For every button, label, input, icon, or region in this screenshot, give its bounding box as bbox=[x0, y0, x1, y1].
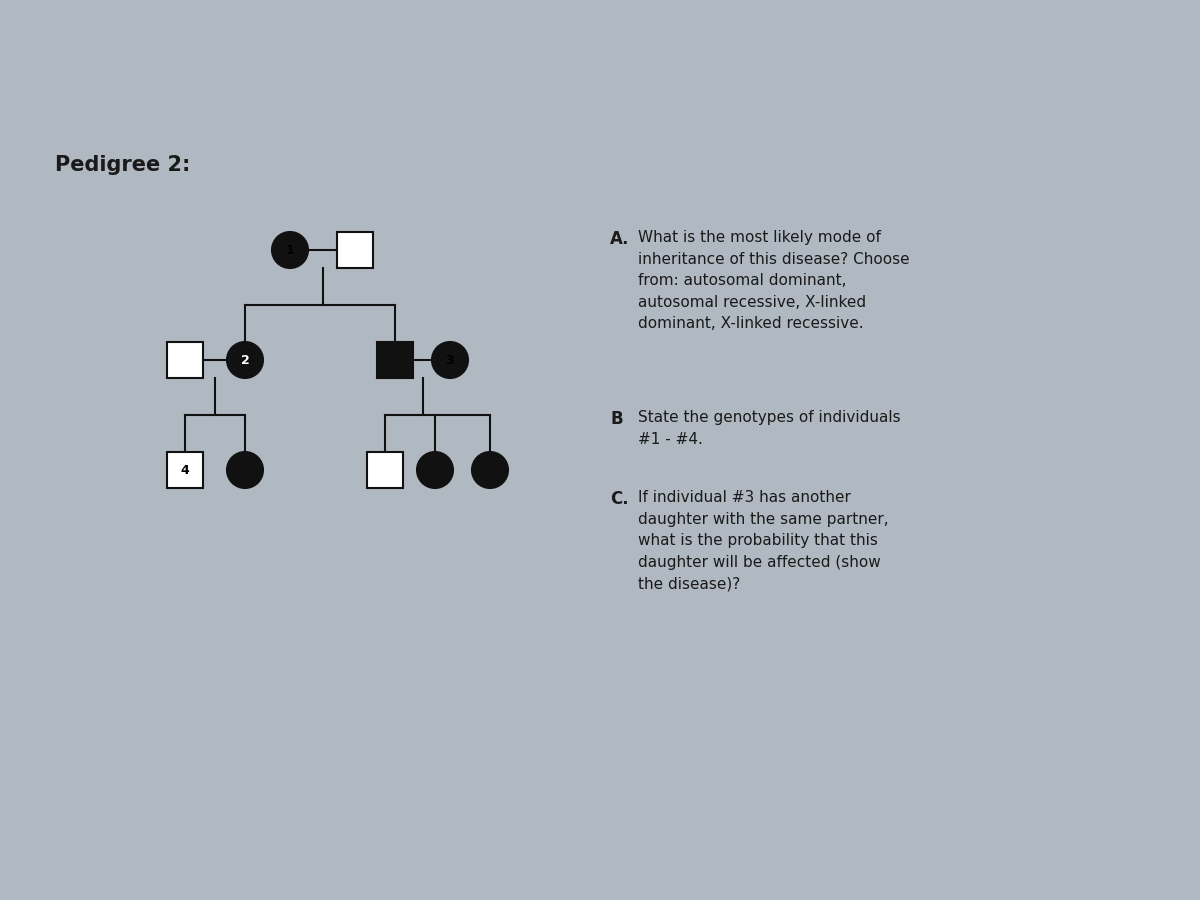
Circle shape bbox=[432, 342, 468, 378]
Text: Pedigree 2:: Pedigree 2: bbox=[55, 155, 191, 175]
Text: B: B bbox=[610, 410, 623, 428]
Text: 1: 1 bbox=[286, 244, 294, 256]
Bar bbox=[377, 342, 413, 378]
Bar bbox=[337, 232, 373, 268]
Circle shape bbox=[272, 232, 308, 268]
Text: C.: C. bbox=[610, 490, 629, 508]
Bar bbox=[167, 342, 203, 378]
Circle shape bbox=[472, 452, 508, 488]
Text: What is the most likely mode of
inheritance of this disease? Choose
from: autoso: What is the most likely mode of inherita… bbox=[638, 230, 910, 331]
Text: 4: 4 bbox=[181, 464, 190, 476]
Text: If individual #3 has another
daughter with the same partner,
what is the probabi: If individual #3 has another daughter wi… bbox=[638, 490, 889, 591]
Circle shape bbox=[227, 342, 263, 378]
Circle shape bbox=[227, 452, 263, 488]
Circle shape bbox=[418, 452, 454, 488]
Text: State the genotypes of individuals
#1 - #4.: State the genotypes of individuals #1 - … bbox=[638, 410, 901, 446]
Text: 3: 3 bbox=[445, 354, 455, 366]
Bar bbox=[167, 452, 203, 488]
Text: 2: 2 bbox=[241, 354, 250, 366]
Text: A.: A. bbox=[610, 230, 630, 248]
Bar bbox=[367, 452, 403, 488]
